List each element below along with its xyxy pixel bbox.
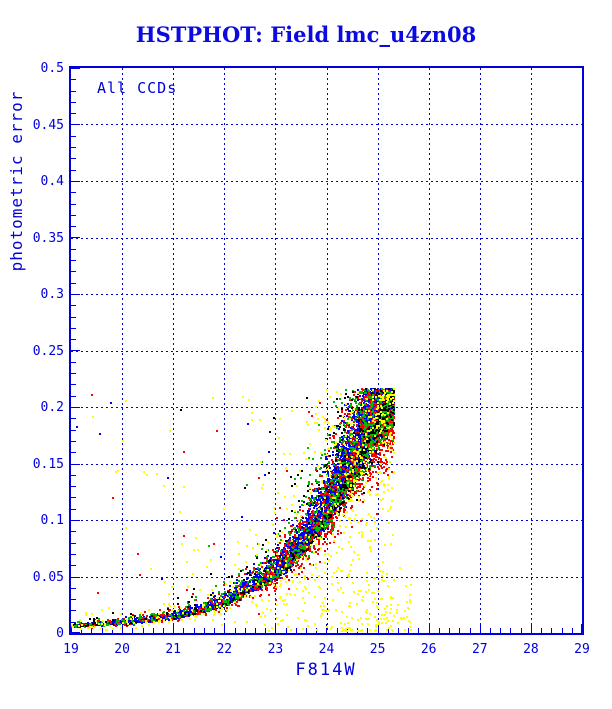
y-tick-label: 0.2 (40, 400, 64, 415)
x-tick-label: 24 (318, 642, 335, 657)
scatter-canvas (71, 68, 582, 633)
y-tick-label: 0.45 (32, 117, 64, 133)
y-tick-label: 0.35 (32, 230, 64, 246)
x-tick-label: 26 (420, 642, 437, 657)
y-tick-label: 0.05 (32, 569, 64, 585)
plot-frame: All CCDs (69, 66, 584, 635)
x-tick-label: 22 (216, 642, 233, 657)
y-axis-label: photometric error (7, 90, 26, 272)
x-tick-label: 28 (523, 642, 539, 657)
y-tick-label: 0.3 (40, 287, 64, 302)
x-tick-label: 19 (63, 642, 79, 657)
y-tick-label: 0 (56, 626, 64, 641)
x-tick-label: 27 (471, 642, 488, 657)
y-tick-label: 0.15 (32, 456, 64, 472)
x-axis-label: F814W (295, 660, 357, 680)
x-tick-label: 21 (165, 642, 182, 657)
x-tick-label: 25 (369, 642, 386, 657)
y-tick-label: 0.1 (40, 513, 64, 528)
page-title: HSTPHOT: Field lmc_u4zn08 (135, 22, 477, 47)
y-tick-label: 0.25 (32, 343, 64, 359)
y-tick-label: 0.4 (40, 174, 64, 189)
x-tick-label: 23 (267, 642, 284, 657)
x-tick-label: 29 (574, 642, 590, 657)
y-tick-label: 0.5 (40, 61, 64, 76)
x-tick-label: 20 (114, 642, 130, 657)
annotation-all-ccds: All CCDs (97, 79, 178, 97)
